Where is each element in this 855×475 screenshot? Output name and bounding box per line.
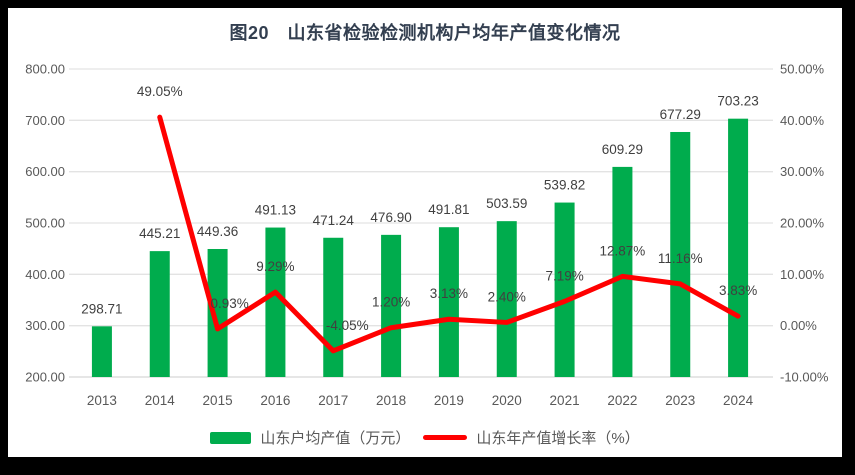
right-axis-tick-label: 40.00%: [780, 113, 825, 128]
bar-value-label: 298.71: [81, 301, 122, 316]
bar-value-label: 609.29: [602, 142, 643, 157]
growth-rate-line: [157, 114, 741, 354]
chart-title: 图20 山东省检验检测机构户均年产值变化情况: [229, 23, 621, 43]
x-axis-label-2013: 2013: [87, 393, 117, 408]
bar-2015: [207, 248, 228, 377]
x-axis-label-2022: 2022: [607, 393, 637, 408]
bar-2020: [496, 221, 517, 377]
bar-2014: [149, 251, 170, 377]
legend-line-label: 山东年产值增长率（%）: [476, 430, 640, 447]
bar-2019: [438, 227, 459, 377]
line-value-label: 7.19%: [545, 268, 583, 283]
line-value-label: 2.40%: [488, 289, 526, 304]
line-value-label: 3.83%: [719, 283, 757, 298]
x-axis-label-2021: 2021: [550, 393, 580, 408]
x-axis-label-2017: 2017: [318, 393, 348, 408]
right-axis-tick-label: 50.00%: [780, 62, 825, 77]
bar-value-label: 471.24: [313, 213, 355, 228]
legend: 山东户均产值（万元） 山东年产值增长率（%）: [8, 427, 842, 448]
line-value-label: 9.29%: [256, 259, 294, 274]
x-axis-label-2023: 2023: [665, 393, 695, 408]
left-axis-tick-label: 600.00: [25, 164, 65, 179]
bar-value-label: 445.21: [139, 226, 180, 241]
right-axis-tick-label: 20.00%: [780, 216, 825, 231]
line-value-label: 1.20%: [372, 295, 410, 310]
right-axis-tick-label: 10.00%: [780, 267, 825, 282]
bar-value-label: 491.81: [428, 202, 469, 217]
bar-2017: [323, 237, 344, 377]
bar-2022: [612, 166, 633, 377]
x-axis-label-2014: 2014: [145, 393, 176, 408]
line-value-label: 11.16%: [658, 251, 703, 266]
chart-canvas: 图20 山东省检验检测机构户均年产值变化情况 200.00 -10.00% 300.…: [8, 8, 842, 457]
bar-2023: [670, 131, 691, 377]
combo-chart: 200.00 -10.00% 300.00 0.00% 400.00 10.00% 500.…: [25, 62, 829, 409]
line-value-label: 3.13%: [430, 286, 468, 301]
line-value-label: 0.93%: [210, 296, 248, 311]
legend-bar-swatch: [210, 431, 252, 444]
x-axis-label-2016: 2016: [260, 393, 290, 408]
bar-value-label: 539.82: [544, 178, 585, 193]
line-value-label: 49.05%: [137, 84, 183, 99]
bar-value-label: 503.59: [486, 196, 527, 211]
left-axis-tick-label: 800.00: [25, 62, 65, 77]
bar-2016: [265, 227, 286, 377]
bar-value-label: 703.23: [717, 94, 758, 109]
left-axis-tick-label: 500.00: [25, 216, 65, 231]
right-axis-tick-label: 0.00%: [780, 318, 817, 333]
legend-bar-label: 山东户均产值（万元）: [260, 430, 411, 447]
bar-2013: [91, 326, 112, 377]
left-axis-tick-label: 400.00: [25, 267, 65, 282]
left-axis-tick-label: 700.00: [25, 113, 65, 128]
line-value-label: -4.05%: [326, 318, 369, 333]
bar-2018: [381, 234, 402, 377]
x-axis-label-2015: 2015: [203, 393, 233, 408]
bar-value-label: 449.36: [197, 224, 238, 239]
x-axis-label-2020: 2020: [492, 393, 522, 408]
x-axis-label-2024: 2024: [723, 393, 754, 408]
legend-line-swatch: [423, 435, 468, 440]
left-axis-tick-label: 300.00: [25, 318, 65, 333]
bar-value-label: 677.29: [660, 107, 701, 122]
x-axis-label-2019: 2019: [434, 393, 464, 408]
right-axis-tick-label: -10.00%: [780, 370, 829, 385]
line-value-label: 12.87%: [600, 243, 646, 258]
right-axis-tick-label: 30.00%: [780, 164, 825, 179]
left-axis-tick-label: 200.00: [25, 370, 65, 385]
bar-2024: [728, 118, 749, 378]
bar-value-label: 491.13: [255, 203, 296, 218]
x-axis-label-2018: 2018: [376, 393, 406, 408]
bar-value-label: 476.90: [370, 210, 411, 225]
bar-2021: [554, 202, 575, 377]
